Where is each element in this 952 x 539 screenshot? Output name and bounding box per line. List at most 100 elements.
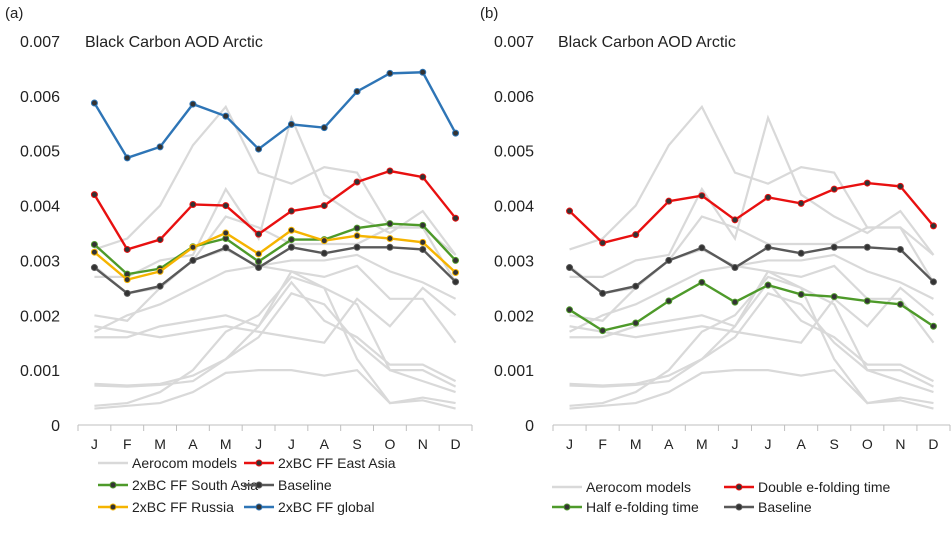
chart-a-point-2xbc-ff-russia [189,243,197,251]
chart-b-point-baseline [764,243,772,251]
chart-b-xtick-label: J [765,436,772,452]
chart-a-point-2xbc-ff-south-asia [287,236,295,244]
chart-a-xtick-label: S [352,436,361,452]
chart-a-point-2xbc-ff-russia [386,234,394,242]
chart-b-aerocom-model-line [569,292,934,394]
chart-a-point-2xbc-ff-east-asia [452,214,460,222]
chart-b-point-half-e-folding-time [632,319,640,327]
chart-a-point-2xbc-ff-east-asia [287,207,295,215]
chart-a-point-2xbc-ff-south-asia [419,221,427,229]
chart-a-legend-marker-2xbc-ff-global [255,503,263,511]
chart-b-ytick-label: 0.001 [494,363,534,380]
chart-a-xtick-label: J [288,436,295,452]
chart-b-point-half-e-folding-time [665,297,673,305]
chart-b-point-double-e-folding-time [698,192,706,200]
chart-b-point-half-e-folding-time [698,278,706,286]
chart-b-ytick-label: 0 [525,418,534,435]
chart-a-point-2xbc-ff-south-asia [452,256,460,264]
chart-a-xtick-label: A [188,436,198,452]
chart-a-xtick-label: N [418,436,428,452]
chart-b-legend-label-baseline: Baseline [758,499,812,515]
chart-b-point-double-e-folding-time [764,193,772,201]
chart-b-point-half-e-folding-time [797,290,805,298]
chart-a-line-2xbc-ff-east-asia [93,169,457,251]
chart-b-point-half-e-folding-time [599,327,607,335]
chart-a-point-baseline [255,264,263,272]
chart-a-panel-label: (a) [5,5,23,22]
chart-a-point-baseline [320,249,328,257]
chart-a-xtick-label: F [123,436,132,452]
chart-b-point-baseline [599,289,607,297]
chart-b-point-half-e-folding-time [731,298,739,306]
chart-b-line-double-e-folding-time [568,181,935,245]
chart-b-ytick-label: 0.005 [494,144,534,161]
chart-b-ytick-label: 0.002 [494,308,534,325]
chart-a-point-baseline [353,243,361,251]
chart-a-legend-label-2xbc-ff-global: 2xBC FF global [278,499,374,515]
chart-b-point-baseline [929,278,937,286]
chart-a-point-2xbc-ff-east-asia [123,245,131,253]
chart-b-point-baseline [863,243,871,251]
chart-a-point-2xbc-ff-russia [287,226,295,234]
chart-b-point-baseline [665,256,673,264]
chart-b-line-half-e-folding-time [568,280,935,332]
chart-a-aerocom-model-line [94,292,456,394]
chart-b-point-baseline [896,245,904,253]
chart-b-legend-label-aerocom-models: Aerocom models [586,479,691,495]
chart-a-xtick-label: D [451,436,461,452]
chart-b-point-double-e-folding-time [566,207,574,215]
chart-b-xtick-label: N [895,436,905,452]
chart-a-xtick-label: M [154,436,166,452]
chart-a-point-baseline [123,289,131,297]
chart-b-title: Black Carbon AOD Arctic [558,34,736,51]
chart-a-point-2xbc-ff-russia [156,267,164,275]
chart-b-xtick-label: A [796,436,806,452]
chart-a-point-2xbc-ff-east-asia [386,167,394,175]
chart-a-xtick-label: A [320,436,330,452]
chart-b-line-baseline [568,245,935,295]
chart-a-point-2xbc-ff-russia [123,276,131,284]
chart-b-aerocom-model-line [569,280,934,383]
chart-b-aerocom-model-line [569,248,934,322]
chart-a-point-2xbc-ff-east-asia [156,236,164,244]
chart-a-legend-label-2xbc-ff-east-asia: 2xBC FF East Asia [278,455,396,471]
chart-b-point-baseline [797,249,805,257]
chart-b-xtick-label: S [830,436,839,452]
chart-a-point-baseline [156,282,164,290]
chart-a-point-2xbc-ff-south-asia [90,241,98,249]
chart-a-ytick-label: 0.007 [20,34,60,51]
chart-a-ytick-label: 0.006 [20,89,60,106]
chart-a-point-2xbc-ff-south-asia [255,258,263,266]
chart-a-xtick-label: O [384,436,395,452]
chart-a-line-baseline [93,245,457,295]
chart-a-point-2xbc-ff-russia [320,237,328,245]
chart-a-point-baseline [419,245,427,253]
chart-a-point-2xbc-ff-global [156,143,164,151]
chart-b-point-double-e-folding-time [929,222,937,230]
chart-a-point-2xbc-ff-russia [353,232,361,240]
chart-a-point-2xbc-ff-east-asia [189,200,197,208]
chart-a-legend-marker-2xbc-ff-south-asia [109,481,117,489]
chart-a-aerocom-model-line [93,215,457,295]
chart-b-point-double-e-folding-time [797,199,805,207]
chart-a-aerocom-model-line [93,264,457,344]
chart-b-point-baseline [830,243,838,251]
chart-a-point-2xbc-ff-east-asia [255,230,263,238]
chart-b-point-double-e-folding-time [830,185,838,193]
chart-a-point-2xbc-ff-russia [222,229,230,237]
chart-a-aerocom-model-line [94,114,457,278]
chart-a-aerocom-model-line [94,368,456,410]
chart-a-point-2xbc-ff-russia [90,248,98,256]
chart-panel-a: (a) Black Carbon AOD Arctic 0 0.001 0.002 0.0… [0,0,476,534]
chart-a-point-2xbc-ff-south-asia [386,220,394,228]
chart-panel-b: (b) Black Carbon AOD Arctic 0 0.001 0.002 0.0… [476,0,952,534]
chart-a-point-baseline [90,264,98,272]
chart-a-point-2xbc-ff-global [189,100,197,108]
chart-b-xtick-label: M [696,436,708,452]
chart-a-legend-label-baseline: Baseline [278,477,332,493]
chart-b-point-baseline [632,282,640,290]
chart-a-point-2xbc-ff-global [287,120,295,128]
chart-a-point-2xbc-ff-russia [255,250,263,258]
chart-a-line-2xbc-ff-south-asia [93,222,457,276]
chart-a-point-2xbc-ff-global [419,68,427,76]
